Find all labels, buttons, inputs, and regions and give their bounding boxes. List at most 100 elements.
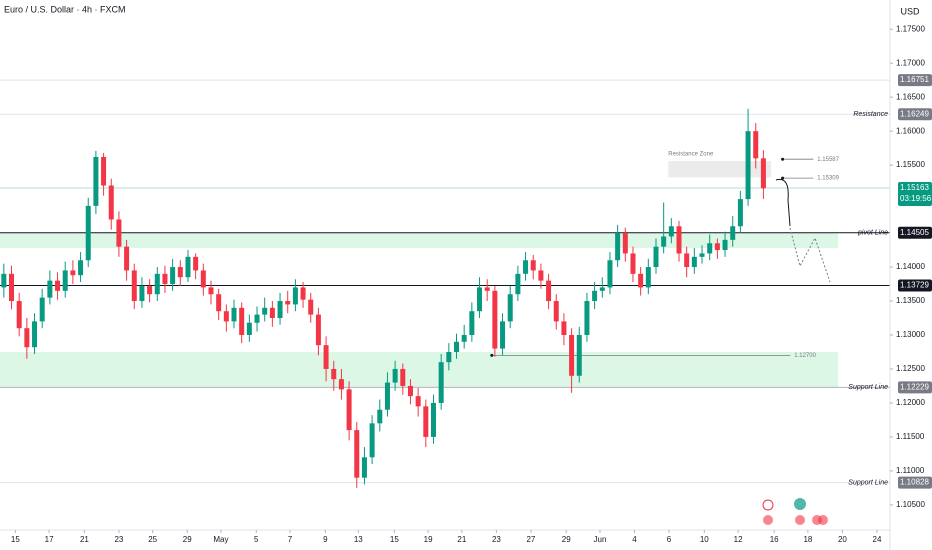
candle-body <box>500 321 506 349</box>
y-tick-label: 1.13500 <box>896 296 925 305</box>
candle-body <box>323 345 329 369</box>
price-box <box>898 279 932 292</box>
candle-body <box>47 280 53 298</box>
price-box-label: 1.16751 <box>900 75 929 84</box>
y-tick-label: 1.15500 <box>896 160 925 169</box>
candle-body <box>561 321 567 335</box>
candle-body <box>93 156 99 206</box>
x-tick-label: 21 <box>80 535 89 544</box>
candle-body <box>584 301 590 335</box>
candle-body <box>162 273 168 285</box>
price-box <box>898 182 932 207</box>
candle-body <box>108 185 114 220</box>
y-tick-label: 1.11500 <box>896 432 925 441</box>
candle-body <box>615 233 621 261</box>
level-name: Resistance <box>853 111 888 118</box>
currency-label: USD <box>900 6 920 16</box>
candle-body <box>55 280 61 291</box>
x-tick-label: 29 <box>183 535 192 544</box>
candle-body <box>415 396 421 407</box>
annotation-dot <box>781 157 785 161</box>
x-tick-label: 19 <box>424 535 433 544</box>
candle-body <box>523 260 529 274</box>
x-tick-label: May <box>213 535 228 544</box>
candle-body <box>308 299 314 315</box>
candle-body <box>369 423 375 458</box>
candle-body <box>223 311 229 322</box>
candle-body <box>400 368 406 386</box>
candle-body <box>32 321 38 348</box>
y-tick-label: 1.17500 <box>896 24 925 33</box>
candle-body <box>193 256 199 271</box>
candle-body <box>469 311 475 335</box>
candle-body <box>177 267 183 278</box>
candle-body <box>438 362 444 403</box>
annotation-label: 1.15309 <box>817 176 839 182</box>
candle-body <box>515 273 521 295</box>
candle-body <box>569 334 575 376</box>
price-timer: 03:19:56 <box>900 194 932 203</box>
candle-body <box>331 368 337 380</box>
candle-body <box>139 286 145 302</box>
candle-body <box>745 131 751 200</box>
candle-body <box>101 156 107 186</box>
x-tick-label: 16 <box>770 535 779 544</box>
candle-body <box>208 287 214 295</box>
candle-body <box>346 389 352 431</box>
annotation-label: 1.15587 <box>817 157 839 163</box>
candle-body <box>737 199 743 227</box>
candle-body <box>592 290 598 302</box>
candle-body <box>131 270 137 302</box>
candle-body <box>607 260 613 288</box>
candle-body <box>277 301 283 318</box>
y-tick-label: 1.16000 <box>896 126 925 135</box>
event-icons <box>762 498 828 525</box>
x-tick-label: 23 <box>492 535 501 544</box>
candle-body <box>484 287 490 291</box>
candle-body <box>231 307 237 322</box>
y-tick-label: 1.12000 <box>896 398 925 407</box>
annotation-label: 1.12700 <box>794 353 816 359</box>
chart-title: Euro / U.S. Dollar · 4h · FXCM <box>4 4 126 14</box>
x-tick-label: 4 <box>632 535 637 544</box>
candle-body <box>170 267 176 285</box>
x-tick-label: 20 <box>838 535 847 544</box>
event-icon <box>762 499 774 511</box>
candle-body <box>1 273 7 288</box>
candle-body <box>338 379 344 390</box>
annotation-dot <box>781 176 785 180</box>
price-box-label: 1.12229 <box>900 382 929 391</box>
price-box-label: 1.16249 <box>900 109 929 118</box>
y-tick-label: 1.13000 <box>896 330 925 339</box>
annotation-dot <box>490 353 494 357</box>
candle-body <box>354 430 360 478</box>
price-box <box>898 476 932 489</box>
y-tick-label: 1.11000 <box>896 466 925 475</box>
candle-body <box>638 273 644 288</box>
candle-body <box>753 131 759 159</box>
candle-body <box>423 406 429 437</box>
y-tick-label: 1.17000 <box>896 58 925 67</box>
level-name: Support Line <box>848 479 888 486</box>
x-tick-label: 29 <box>562 535 571 544</box>
level-name: pivot Line <box>857 230 888 237</box>
event-icon <box>763 515 773 525</box>
candle-body <box>16 301 22 329</box>
candle-body <box>384 382 390 410</box>
y-tick-label: 1.16500 <box>896 92 925 101</box>
candle-body <box>39 297 45 322</box>
candle-body <box>653 246 659 268</box>
candle-body <box>477 287 483 312</box>
candle-body <box>392 368 398 383</box>
y-tick-label: 1.12500 <box>896 364 925 373</box>
x-tick-label: 7 <box>288 535 293 544</box>
candle-body <box>116 219 122 247</box>
level-name: Support Line <box>848 384 888 391</box>
candle-body <box>492 290 498 349</box>
candle-body <box>292 287 298 305</box>
candle-body <box>507 294 513 322</box>
candle-body <box>553 301 559 322</box>
candle-body <box>446 351 452 363</box>
